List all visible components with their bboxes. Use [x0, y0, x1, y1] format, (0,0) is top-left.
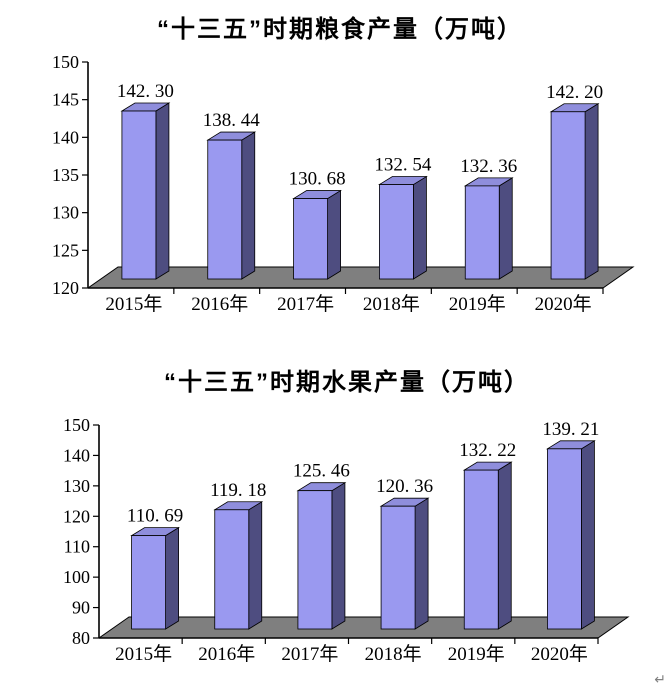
y-tick-label: 120 [52, 278, 79, 298]
y-tick-label: 130 [63, 476, 90, 496]
category-label-2019年: 2019年 [448, 643, 505, 665]
y-tick-label: 130 [52, 203, 79, 223]
y-tick-label: 80 [72, 628, 90, 648]
bar-2018年[interactable] [378, 175, 428, 280]
data-label-2018年: 132. 54 [374, 155, 432, 176]
bar-side-face [581, 440, 595, 630]
y-tick-label: 140 [63, 445, 90, 465]
category-label-2020年: 2020年 [535, 293, 592, 315]
y-tick-label: 150 [63, 415, 90, 435]
y-tick-label: 100 [63, 567, 90, 587]
bar-side-face [165, 526, 179, 630]
bar-side-face [248, 501, 263, 630]
grain-chart-title: “十三五”时期粮食产量（万吨） [157, 15, 523, 43]
bar-front-face [380, 505, 416, 630]
data-label-2020年: 139. 21 [542, 419, 599, 440]
y-tick-label: 135 [52, 165, 79, 185]
bar-front-face [550, 111, 586, 280]
bar-front-face [547, 448, 582, 630]
bar-2016年[interactable] [206, 131, 257, 280]
bar-2020年[interactable] [549, 103, 600, 280]
bar-2019年[interactable] [463, 177, 514, 280]
data-label-2016年: 138. 44 [203, 110, 261, 131]
bar-side-face [331, 481, 346, 630]
bar-side-face [155, 102, 170, 280]
paragraph-mark-icon: ↵ [654, 672, 666, 688]
bar-front-face [131, 535, 166, 630]
bar-front-face [463, 469, 499, 630]
bar-2015年[interactable] [120, 102, 171, 280]
bar-2017年[interactable] [292, 189, 342, 280]
category-label-2016年: 2016年 [191, 293, 248, 315]
bar-front-face [121, 110, 157, 280]
data-label-2015年: 110. 69 [127, 506, 183, 527]
fruit-chart-title: “十三五”时期水果产量（万吨） [164, 368, 530, 396]
data-label-2017年: 130. 68 [289, 169, 346, 190]
category-label-2016年: 2016年 [198, 643, 255, 665]
y-tick-label: 145 [52, 90, 79, 110]
data-label-2018年: 120. 36 [376, 476, 433, 497]
bar-side-face [241, 131, 256, 280]
bar-side-face [498, 177, 513, 280]
y-tick-label: 125 [52, 240, 79, 260]
bar-2015年[interactable] [130, 526, 180, 630]
y-tick-label: 110 [64, 537, 90, 557]
category-label-2015年: 2015年 [105, 293, 162, 315]
y-tick-label: 150 [52, 52, 79, 72]
bar-2016年[interactable] [213, 501, 264, 630]
category-label-2018年: 2018年 [363, 293, 420, 315]
y-tick-label: 90 [72, 598, 90, 618]
data-label-2017年: 125. 46 [293, 461, 350, 482]
bar-2018年[interactable] [379, 497, 430, 630]
bar-front-face [464, 185, 500, 280]
bar-side-face [584, 103, 599, 280]
category-label-2015年: 2015年 [115, 643, 172, 665]
bar-side-face [413, 175, 427, 280]
grain-chart: “十三五”时期粮食产量（万吨） 120 125 130 135 140 145 150 142.… [52, 15, 635, 315]
data-label-2015年: 142. 30 [117, 81, 174, 102]
bar-side-face [327, 189, 341, 280]
y-tick-label: 120 [63, 506, 90, 526]
data-label-2016年: 119. 18 [210, 480, 266, 501]
data-label-2020年: 142. 20 [546, 82, 603, 103]
data-label-2019年: 132. 22 [459, 440, 516, 461]
bar-front-face [214, 509, 250, 630]
bar-front-face [297, 490, 333, 630]
bar-side-face [497, 461, 512, 630]
fruit-chart: “十三五”时期水果产量（万吨） 80 90 100 110 120 130 140 150 110… [63, 368, 630, 665]
bar-front-face [293, 198, 328, 280]
data-label-2019年: 132. 36 [460, 156, 517, 177]
bar-2019年[interactable] [462, 461, 513, 630]
y-tick-label: 140 [52, 127, 79, 147]
category-label-2019年: 2019年 [449, 293, 506, 315]
category-label-2017年: 2017年 [277, 293, 334, 315]
bar-front-face [207, 139, 243, 280]
bar-side-face [414, 497, 429, 630]
category-label-2018年: 2018年 [365, 643, 422, 665]
bar-front-face [379, 184, 414, 280]
bar-2020年[interactable] [546, 440, 596, 630]
category-label-2020年: 2020年 [531, 643, 588, 665]
bar-2017年[interactable] [296, 481, 347, 630]
category-label-2017年: 2017年 [281, 643, 338, 665]
